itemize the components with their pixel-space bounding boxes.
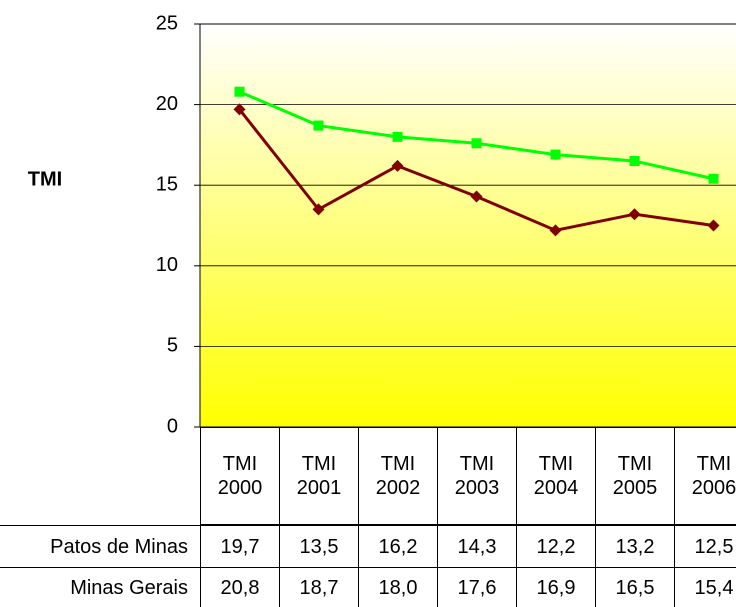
category-label: TMI 2004 bbox=[516, 427, 596, 525]
table-value: 12,5 bbox=[674, 525, 736, 568]
marker bbox=[707, 219, 720, 232]
table-value: 17,6 bbox=[437, 567, 517, 607]
marker bbox=[628, 208, 641, 221]
category-label: TMI 2006 bbox=[674, 427, 736, 525]
table-value: 16,9 bbox=[516, 567, 596, 607]
category-label: TMI 2000 bbox=[200, 427, 280, 525]
table-value: 13,5 bbox=[279, 525, 359, 568]
table-value: 19,7 bbox=[200, 525, 280, 568]
marker bbox=[550, 149, 561, 160]
y-axis-label: TMI bbox=[28, 168, 62, 190]
table-value: 12,2 bbox=[516, 525, 596, 568]
marker bbox=[313, 120, 324, 131]
category-label: TMI 2003 bbox=[437, 427, 517, 525]
table-value: 18,7 bbox=[279, 567, 359, 607]
table-value: 15,4 bbox=[674, 567, 736, 607]
y-tick-label: 15 bbox=[156, 173, 178, 195]
table-value: 18,0 bbox=[358, 567, 438, 607]
plot-area bbox=[199, 23, 736, 428]
table-value: 16,5 bbox=[595, 567, 675, 607]
marker bbox=[549, 224, 562, 237]
y-tick-label: 10 bbox=[156, 254, 178, 276]
category-label: TMI 2001 bbox=[279, 427, 359, 525]
marker bbox=[234, 86, 245, 97]
legend-entry: Minas Gerais bbox=[0, 567, 201, 607]
category-label: TMI 2005 bbox=[595, 427, 675, 525]
marker bbox=[471, 138, 482, 149]
table-value: 16,2 bbox=[358, 525, 438, 568]
y-tick-label: 0 bbox=[167, 415, 178, 437]
marker bbox=[312, 203, 325, 216]
table-value: 13,2 bbox=[595, 525, 675, 568]
category-label: TMI 2002 bbox=[358, 427, 438, 525]
marker bbox=[391, 159, 404, 172]
y-tick-label: 20 bbox=[156, 93, 178, 115]
marker bbox=[708, 173, 719, 184]
table-value: 20,8 bbox=[200, 567, 280, 607]
y-tick-label: 5 bbox=[167, 335, 178, 357]
marker bbox=[392, 131, 403, 142]
legend-entry: Patos de Minas bbox=[0, 525, 201, 568]
marker bbox=[629, 156, 640, 167]
y-tick-label: 25 bbox=[156, 12, 178, 34]
marker bbox=[233, 103, 246, 116]
table-value: 14,3 bbox=[437, 525, 517, 568]
marker bbox=[470, 190, 483, 203]
